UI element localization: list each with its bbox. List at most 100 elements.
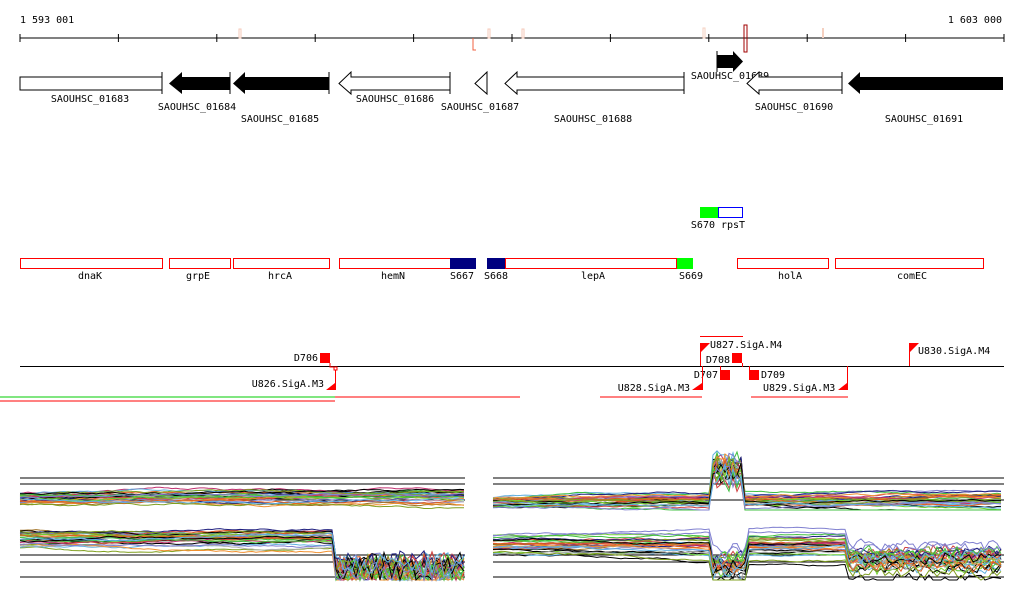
feature-dnaK[interactable]	[20, 258, 163, 269]
feature-label: lepA	[581, 271, 605, 282]
feature-track: dnaK grpE hrcA hemN S667 S668 lepA S669 …	[20, 207, 984, 282]
expression-trace	[492, 465, 1002, 511]
site-label: U826.SigA.M3	[252, 379, 324, 390]
feature-rpsT[interactable]	[718, 207, 743, 218]
feature-hemN[interactable]	[339, 258, 451, 269]
gene-label: SAOUHSC_01689	[691, 71, 769, 82]
expression-trace	[492, 453, 1002, 501]
expression-trace	[492, 537, 1002, 572]
expression-trace	[20, 489, 465, 496]
selected-marker[interactable]	[743, 24, 748, 53]
site-label: D709	[761, 370, 785, 381]
feature-label: S667	[450, 271, 474, 282]
feature-comEC[interactable]	[835, 258, 984, 269]
feature-label: dnaK	[78, 271, 102, 282]
expression-trace	[492, 455, 1002, 499]
expression-trace	[19, 532, 465, 577]
promoter-U829[interactable]: U829.SigA.M3	[751, 366, 848, 398]
expression-trace	[19, 497, 465, 505]
expression-trace	[492, 533, 1002, 563]
feature-label: hemN	[381, 271, 405, 282]
promoter-U826[interactable]: U826.SigA.M3	[252, 366, 338, 390]
expression-trace	[19, 502, 465, 509]
gene-label: SAOUHSC_01690	[755, 102, 833, 113]
feature-S667[interactable]	[450, 258, 476, 269]
site-label: U828.SigA.M3	[618, 383, 690, 394]
ruler-start-label: 1 593 001	[20, 15, 74, 26]
expression-trace	[492, 462, 1002, 509]
gene-label: SAOUHSC_01683	[51, 94, 129, 105]
feature-label: grpE	[186, 271, 210, 282]
expression-trace	[493, 531, 1002, 561]
feature-hrcA[interactable]	[233, 258, 330, 269]
gene-label: SAOUHSC_01691	[885, 114, 963, 125]
regulatory-track: D706 U826.SigA.M3 U827.SigA.M4 D708 D707	[0, 336, 1004, 402]
feature-lepA[interactable]	[505, 258, 677, 269]
marker[interactable]	[822, 28, 824, 38]
expression-profiles	[19, 450, 1004, 582]
expression-trace	[492, 544, 1002, 577]
site-D708[interactable]: D708	[706, 353, 743, 367]
site-D707[interactable]: D707	[694, 366, 730, 381]
expression-trace	[20, 488, 465, 496]
expression-trace	[19, 530, 465, 582]
expression-trace	[19, 534, 465, 582]
marker[interactable]	[238, 28, 242, 39]
promoter-U827[interactable]: U827.SigA.M4	[700, 340, 783, 366]
expression-trace	[19, 535, 465, 582]
site-label: D708	[706, 355, 730, 366]
site-D709[interactable]: D709	[749, 366, 785, 381]
site-label: D707	[694, 370, 718, 381]
expression-trace	[492, 548, 1002, 579]
gene-label: SAOUHSC_01688	[554, 114, 632, 125]
marker[interactable]	[521, 28, 525, 39]
marker[interactable]	[487, 28, 491, 39]
site-label: D706	[294, 353, 318, 364]
expression-trace	[19, 495, 465, 502]
promoter-U828[interactable]: U828.SigA.M3	[600, 366, 703, 398]
site-label: U827.SigA.M4	[710, 340, 782, 351]
gene-SAOUHSC_01685[interactable]: SAOUHSC_01685	[233, 72, 330, 125]
feature-holA[interactable]	[737, 258, 829, 269]
feature-S670[interactable]	[700, 207, 718, 218]
site-D706[interactable]: D706	[294, 353, 336, 368]
expression-trace	[493, 459, 1002, 499]
feature-label: hrcA	[268, 271, 292, 282]
feature-S669[interactable]	[677, 258, 693, 269]
site-label: U830.SigA.M4	[918, 346, 990, 357]
feature-label: rpsT	[721, 220, 745, 231]
expression-trace	[19, 542, 465, 582]
gene-SAOUHSC_01686[interactable]: SAOUHSC_01686	[338, 70, 451, 105]
expression-trace	[492, 469, 1001, 511]
gene-SAOUHSC_01690[interactable]: SAOUHSC_01690	[746, 70, 843, 113]
expression-trace	[492, 457, 1002, 504]
gene-SAOUHSC_01689[interactable]: SAOUHSC_01689	[691, 51, 769, 82]
gene-SAOUHSC_01684[interactable]: SAOUHSC_01684	[158, 72, 236, 113]
gene-label: SAOUHSC_01687	[441, 102, 519, 113]
feature-label: S668	[484, 271, 508, 282]
gene-SAOUHSC_01683[interactable]: SAOUHSC_01683	[19, 72, 163, 105]
gene-SAOUHSC_01691[interactable]: SAOUHSC_01691	[848, 72, 1003, 125]
expression-trace	[19, 500, 465, 507]
coordinate-ruler: 1 593 001 1 603 000	[19, 15, 1005, 53]
promoter-U830[interactable]: U830.SigA.M4	[909, 343, 991, 366]
gene-SAOUHSC_01687[interactable]: SAOUHSC_01687	[441, 70, 519, 113]
gene-SAOUHSC_01688[interactable]: SAOUHSC_01688	[504, 70, 685, 125]
gene-label: SAOUHSC_01684	[158, 102, 236, 113]
gene-track: SAOUHSC_01683 SAOUHSC_01684 SAOUHSC_0168…	[19, 51, 1003, 125]
expression-trace	[19, 492, 465, 499]
feature-S668[interactable]	[487, 258, 505, 269]
feature-grpE[interactable]	[169, 258, 231, 269]
feature-label: S670	[691, 220, 715, 231]
expression-trace	[492, 550, 1002, 581]
site-label: U829.SigA.M3	[763, 383, 835, 394]
marker[interactable]	[702, 27, 706, 39]
gene-label: SAOUHSC_01685	[241, 114, 319, 125]
feature-label: holA	[778, 271, 802, 282]
feature-label: S669	[679, 271, 703, 282]
feature-label: comEC	[897, 271, 927, 282]
ruler-end-label: 1 603 000	[948, 15, 1002, 26]
marker[interactable]	[472, 38, 476, 51]
